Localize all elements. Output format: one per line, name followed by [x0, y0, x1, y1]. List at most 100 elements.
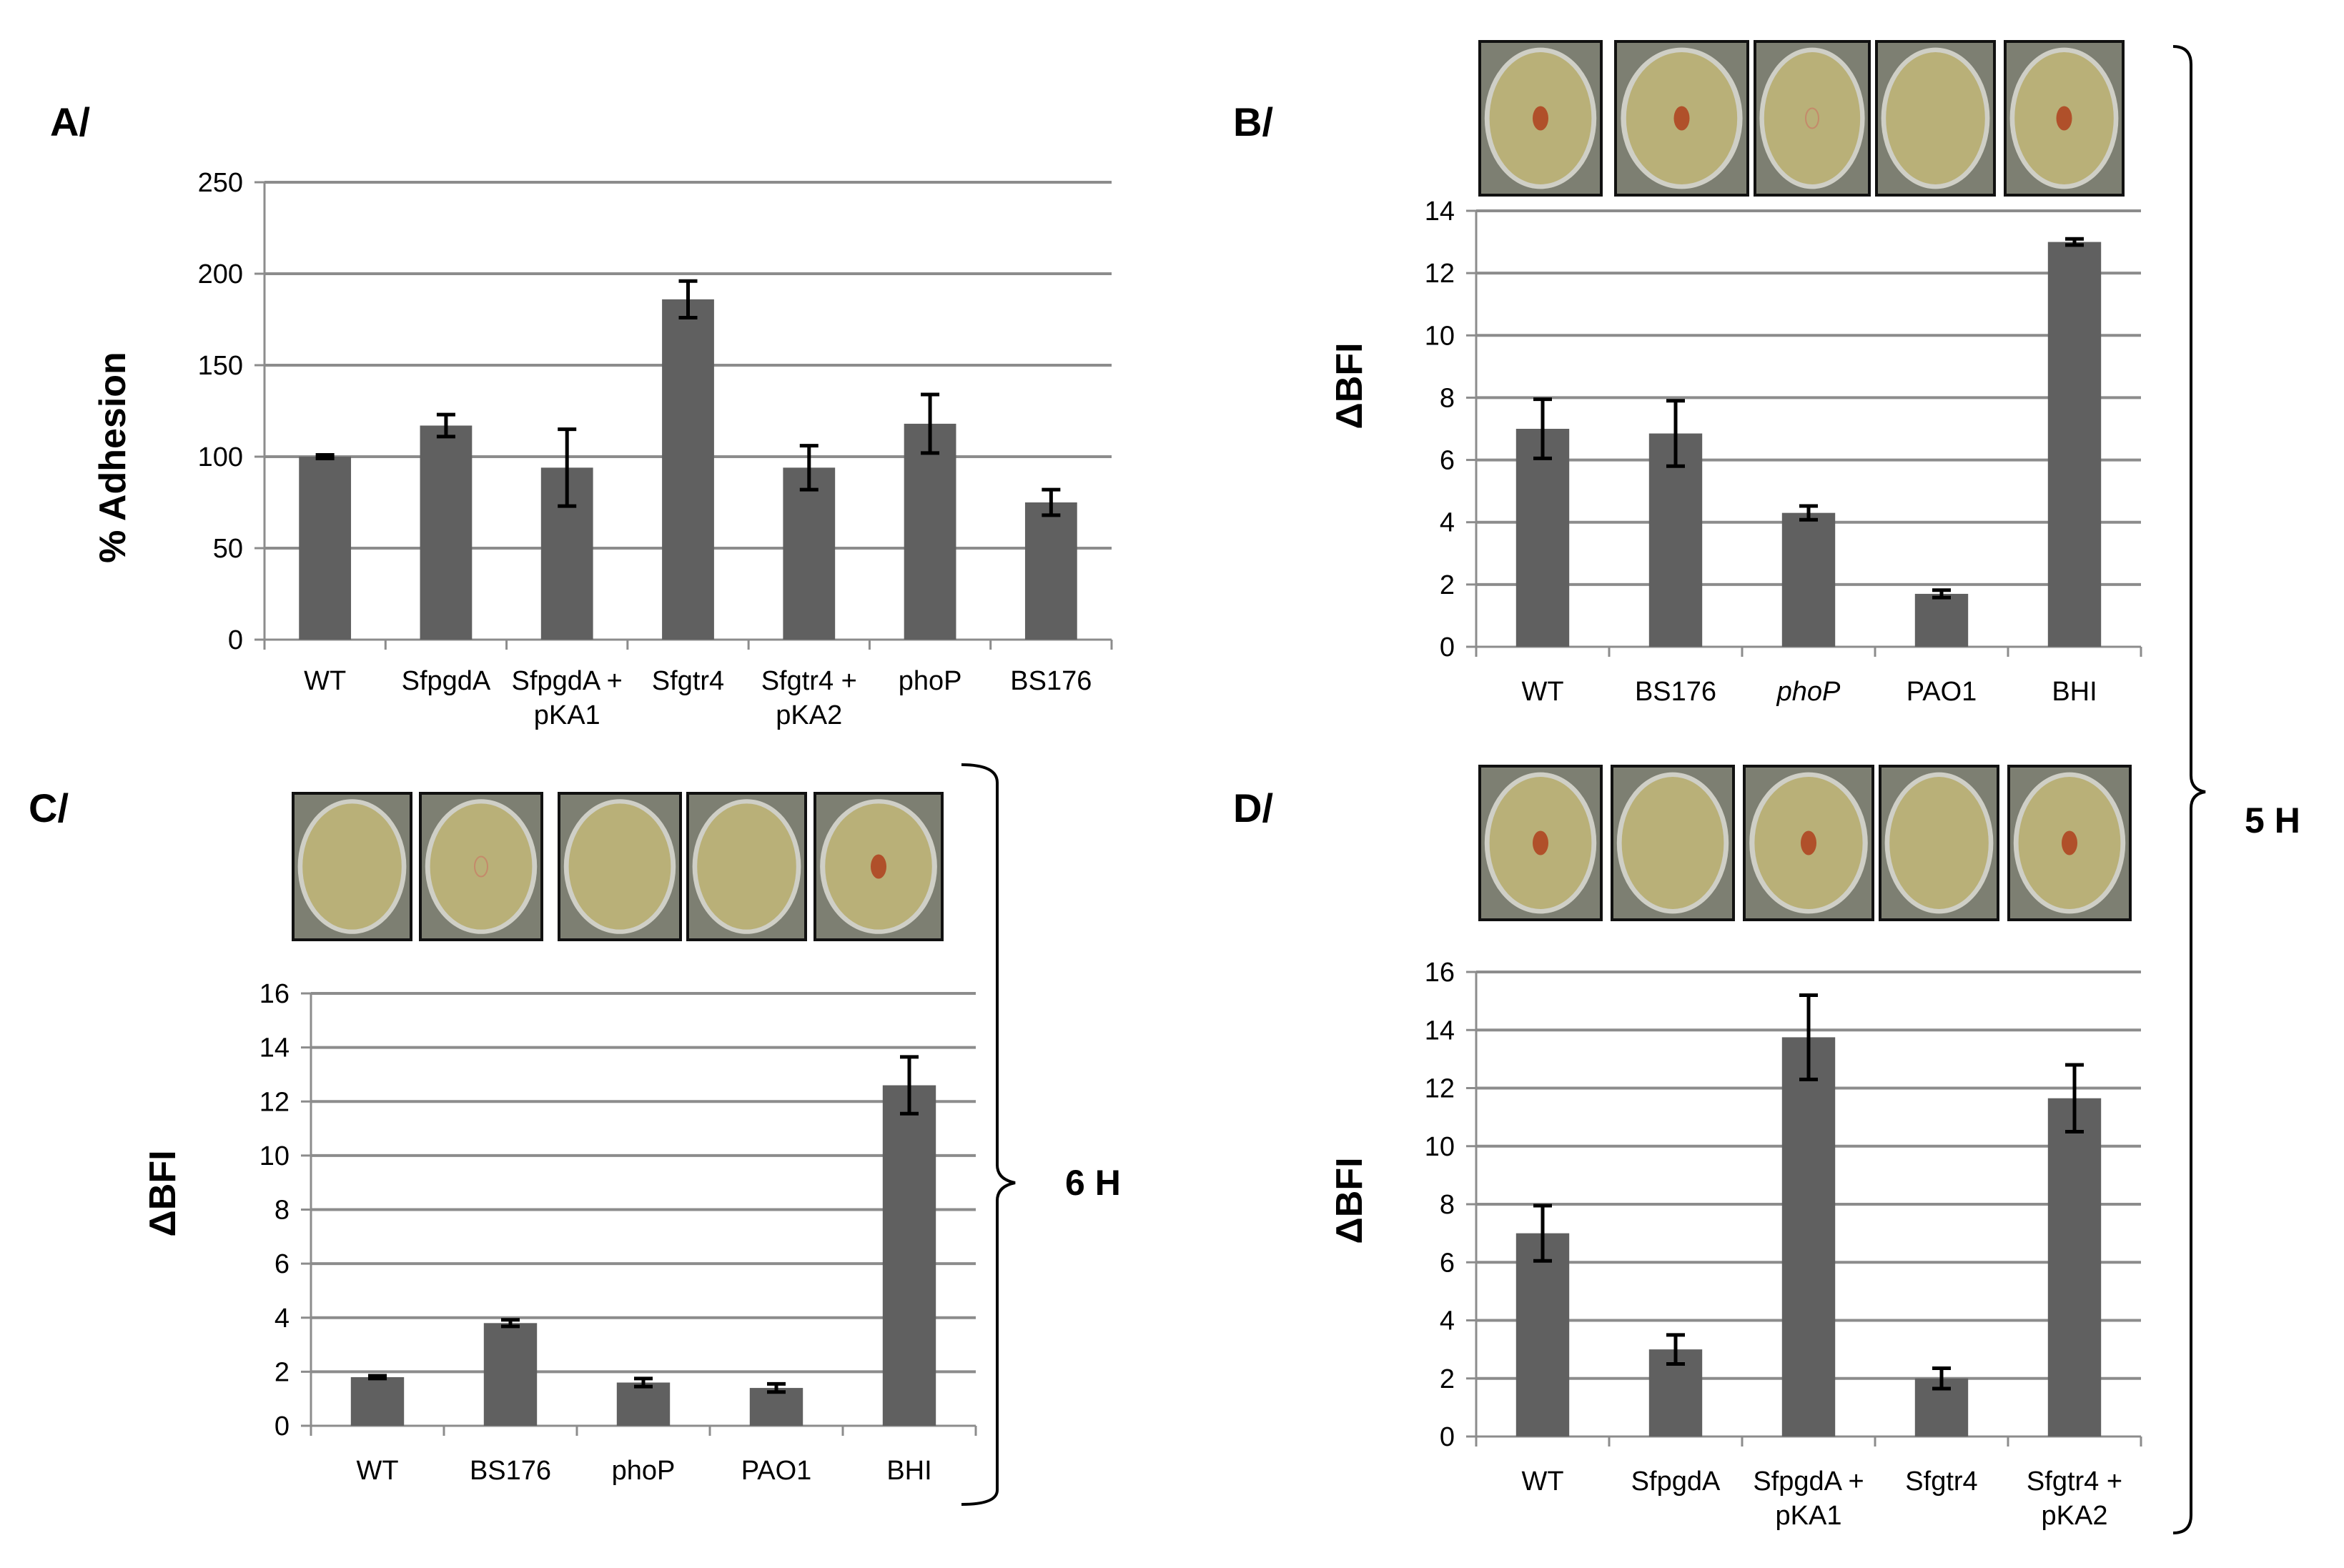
panel-d-colony-spot: [1533, 830, 1548, 855]
panel-a-error-bar-6: [921, 392, 940, 455]
panel-a-bar-7: [1024, 502, 1077, 640]
panel-c-bs176-plate: [419, 792, 543, 941]
panel-b-bar-5: [2047, 242, 2102, 647]
panel-b-colony-spot: [1533, 106, 1548, 131]
panel-a-error-bar-1: [315, 452, 335, 461]
panel-a: A/0 50 100 150 200 250 % Adhesion WT SfpgdA Sfpgd…: [50, 99, 1113, 730]
panel-b-category-label: BHI: [2052, 677, 2097, 707]
panel-d-y-tick-label: 6: [1440, 1248, 1455, 1278]
panel-d-bar-3: [1781, 1037, 1836, 1436]
panel-a-error-bar-7: [1042, 487, 1061, 517]
panel-c-y-tick-label: 16: [259, 979, 290, 1009]
panel-a-y-axis-label: % Adhesion: [92, 352, 134, 563]
panel-c-y-tick-label: 12: [259, 1087, 290, 1117]
panel-a-category-label: pKA1: [534, 700, 600, 730]
panel-a-category-label: BS176: [1010, 666, 1092, 696]
panel-a-bar-6: [904, 423, 956, 640]
panel-d-sfpgda-pka1-plate: [1743, 765, 1874, 921]
panel-d: D/0 2 4 6 8 10 12 14 16 ΔBFI WT SfpgdA SfpgdA + pKA1 S…: [1233, 765, 2142, 1531]
panel-d-sfgtr4-pka2-plate: [2007, 765, 2132, 921]
panel-c-category-label: BHI: [886, 1456, 931, 1486]
panel-d-y-tick-label: 16: [1425, 958, 1455, 988]
panel-b-wt-plate: [1478, 40, 1603, 197]
panel-d-sfgtr4-plate: [1879, 765, 1999, 921]
panel-a-bar-1: [299, 457, 352, 640]
panel-d-colony-spot: [2062, 830, 2077, 855]
panel-a-label: A/: [50, 99, 90, 144]
panel-c-category-label: WT: [356, 1456, 398, 1486]
panel-c-error-bar-4: [767, 1381, 786, 1394]
panel-c-bhi-plate: [814, 792, 944, 941]
panel-a-y-tick-label: 50: [213, 534, 243, 564]
panel-a-category-label: pKA2: [776, 700, 842, 730]
five-hours-label: 5 H: [2245, 800, 2300, 840]
panel-b-category-label: BS176: [1635, 677, 1716, 707]
panel-a-y-tick-label: 150: [198, 351, 243, 381]
panel-d-category-label: SfpgdA: [1631, 1467, 1721, 1497]
panel-b-y-tick-label: 4: [1440, 508, 1455, 538]
panel-b: B/0 2 4 6 8 10 12 14 ΔBFI WT BS176 phoP PAO1 BHI: [1233, 40, 2142, 707]
panel-d-error-bar-2: [1666, 1333, 1685, 1366]
panel-c-error-bar-1: [368, 1374, 387, 1381]
panel-a-category-label: SfpgdA +: [512, 666, 623, 696]
six-hours-brace: [961, 763, 1016, 1506]
panel-d-y-tick-label: 4: [1440, 1306, 1455, 1336]
panel-b-bar-4: [1914, 593, 1969, 647]
panel-a-category-label: Sfgtr4: [652, 666, 724, 696]
panel-b-error-bar-3: [1799, 504, 1818, 522]
panel-d-category-label: SfpgdA +: [1753, 1467, 1864, 1497]
panel-a-y-tick-label: 100: [198, 442, 243, 472]
panel-b-y-tick-label: 12: [1425, 259, 1455, 289]
panel-c-y-tick-label: 14: [259, 1033, 290, 1063]
panel-b-phop-plate: [1754, 40, 1871, 197]
panel-b-colony-spot: [2056, 106, 2072, 131]
panel-d-y-tick-label: 10: [1425, 1132, 1455, 1162]
panel-d-y-axis-label: ΔBFI: [1329, 1157, 1370, 1244]
panel-a-category-label: phoP: [899, 666, 962, 696]
panel-c-y-tick-label: 4: [275, 1304, 290, 1334]
panel-d-label: D/: [1233, 785, 1273, 830]
panel-d-y-tick-label: 8: [1440, 1190, 1455, 1220]
panel-c: C/0 2 4 6 8 10 12 14 16 ΔBFI WT BS176 phoP PAO1 BHI: [29, 785, 977, 1486]
panel-c-bar-2: [483, 1323, 538, 1426]
panel-a-category-label: SfpgdA: [402, 666, 491, 696]
panel-c-y-tick-label: 2: [275, 1357, 290, 1387]
panel-c-category-label: PAO1: [741, 1456, 812, 1486]
panel-b-y-axis-label: ΔBFI: [1329, 342, 1370, 429]
panel-a-y-tick-label: 0: [228, 625, 243, 655]
panel-a-error-bar-2: [436, 412, 455, 439]
panel-a-error-bar-4: [678, 279, 698, 319]
panel-c-y-axis-label: ΔBFI: [142, 1150, 184, 1236]
panel-b-bar-1: [1515, 429, 1570, 647]
panel-b-category-label: PAO1: [1907, 677, 1977, 707]
panel-c-bar-3: [616, 1382, 671, 1426]
panel-b-category-label: phoP: [1776, 677, 1841, 707]
panel-a-y-tick-label: 200: [198, 259, 243, 289]
panel-c-y-tick-label: 10: [259, 1141, 290, 1171]
panel-a-category-label: Sfgtr4 +: [761, 666, 857, 696]
panel-c-error-bar-2: [501, 1318, 520, 1329]
panel-d-y-tick-label: 2: [1440, 1364, 1455, 1394]
panel-b-error-bar-2: [1666, 399, 1685, 468]
panel-c-bar-4: [749, 1388, 803, 1426]
panel-c-label: C/: [29, 785, 69, 830]
panel-c-pao1-plate: [686, 792, 807, 941]
panel-d-bar-5: [2047, 1098, 2102, 1436]
panel-d-error-bar-1: [1533, 1204, 1552, 1263]
panel-c-colony-spot: [871, 854, 886, 879]
panel-b-faint-spot: [1805, 107, 1819, 129]
panel-b-bar-3: [1781, 512, 1836, 647]
panel-b-y-tick-label: 8: [1440, 383, 1455, 413]
panel-c-bar-5: [882, 1085, 936, 1426]
panel-c-bar-1: [350, 1376, 405, 1426]
panel-a-y-tick-label: 250: [198, 168, 243, 198]
six-hours-label: 6 H: [1065, 1163, 1121, 1203]
panel-d-wt-plate: [1478, 765, 1603, 921]
panel-c-y-tick-label: 6: [275, 1249, 290, 1279]
panel-b-y-tick-label: 6: [1440, 446, 1455, 476]
panel-c-category-label: phoP: [612, 1456, 676, 1486]
panel-a-error-bar-5: [799, 444, 819, 492]
panel-d-y-tick-label: 14: [1425, 1016, 1455, 1046]
panel-d-category-label: pKA1: [1776, 1501, 1842, 1531]
